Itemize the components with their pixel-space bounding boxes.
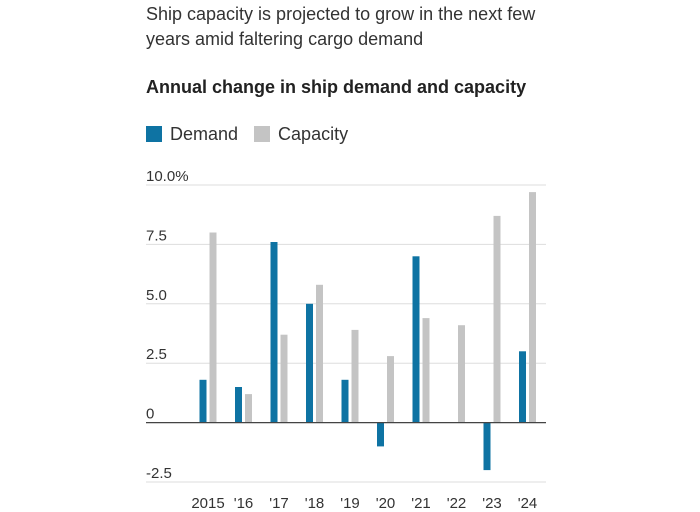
bar-demand — [199, 379, 207, 423]
x-tick-label: '21 — [411, 495, 431, 512]
legend-label-demand: Demand — [170, 123, 239, 144]
chart-legend: Demand Capacity — [146, 122, 364, 146]
bar-demand — [235, 387, 242, 423]
bar-capacity — [529, 192, 536, 423]
chart-subtitle: Ship capacity is projected to grow in th… — [146, 4, 536, 49]
bar-capacity — [316, 284, 323, 423]
bar-capacity — [209, 232, 217, 423]
y-tick-label: 10.0% — [146, 168, 189, 185]
legend-swatch-demand — [146, 126, 162, 142]
x-tick-label: '17 — [269, 495, 289, 512]
bar-capacity — [493, 215, 501, 423]
legend-item-demand: Demand — [146, 124, 238, 145]
x-tick-label: 2015 — [191, 495, 224, 512]
bar-capacity — [422, 318, 430, 423]
bar-demand — [412, 256, 420, 423]
legend-label-capacity: Capacity — [278, 123, 349, 144]
x-tick-label: '20 — [376, 495, 396, 512]
y-tick-label: 7.5 — [146, 227, 167, 244]
bar-demand — [341, 379, 349, 423]
bar-capacity — [387, 356, 394, 423]
bar-capacity — [280, 334, 288, 423]
y-tick-label: 5.0 — [146, 287, 167, 304]
y-tick-label: 2.5 — [146, 346, 167, 363]
bar-demand — [270, 242, 278, 423]
chart-title: Annual change in ship demand and capacit… — [146, 77, 527, 97]
y-tick-label: -2.5 — [146, 465, 172, 482]
x-tick-label: '18 — [305, 495, 325, 512]
bar-demand — [306, 303, 313, 423]
legend-item-capacity: Capacity — [254, 124, 348, 145]
bar-demand — [519, 351, 526, 423]
x-tick-label: '16 — [234, 495, 254, 512]
bar-capacity — [351, 329, 359, 423]
legend-swatch-capacity — [254, 126, 271, 142]
bar-demand — [377, 422, 384, 447]
y-tick-label: 0 — [146, 406, 154, 423]
x-tick-label: '22 — [447, 495, 467, 512]
bar-capacity — [245, 394, 252, 423]
x-tick-label: '23 — [482, 495, 502, 512]
x-tick-label: '19 — [340, 495, 360, 512]
bar-capacity — [458, 325, 465, 423]
x-tick-label: '24 — [518, 495, 538, 512]
bar-demand — [483, 422, 491, 471]
